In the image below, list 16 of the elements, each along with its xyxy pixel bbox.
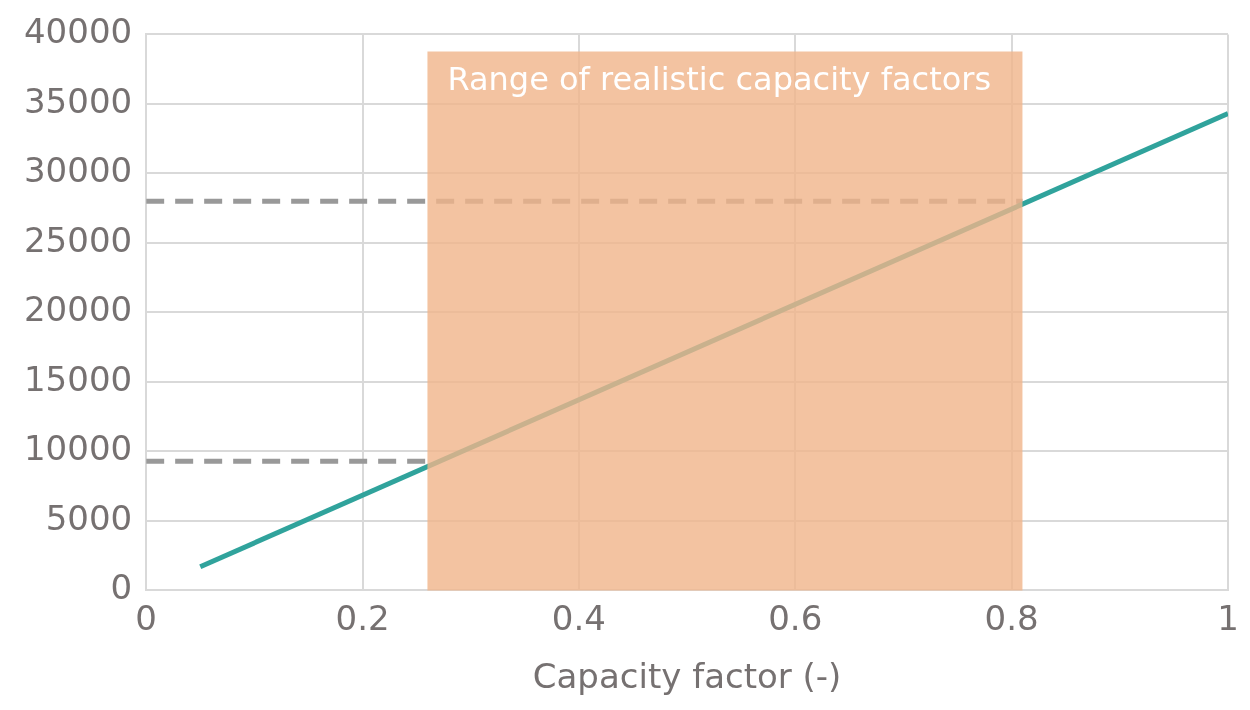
x-tick-label: 0.4 [551, 597, 606, 638]
y-tick-label: 40000 [23, 11, 133, 52]
y-tick-label: 35000 [23, 80, 133, 121]
y-tick-label: 30000 [23, 150, 133, 191]
x-tick-label: 0.8 [984, 597, 1039, 638]
y-tick-label: 10000 [23, 428, 133, 469]
y-tick-label: 20000 [23, 289, 133, 330]
x-tick-label: 0.2 [335, 597, 390, 638]
y-tick-label: 5000 [45, 497, 133, 538]
y-tick-label: 0 [110, 567, 133, 608]
x-axis-title: Capacity factor (-) [532, 656, 842, 697]
x-tick-label: 0.6 [768, 597, 823, 638]
y-tick-label: 25000 [23, 219, 133, 260]
y-tick-label: 15000 [23, 358, 133, 399]
band-label: Range of realistic capacity factors [447, 59, 992, 98]
x-tick-label: 1 [1217, 597, 1239, 638]
